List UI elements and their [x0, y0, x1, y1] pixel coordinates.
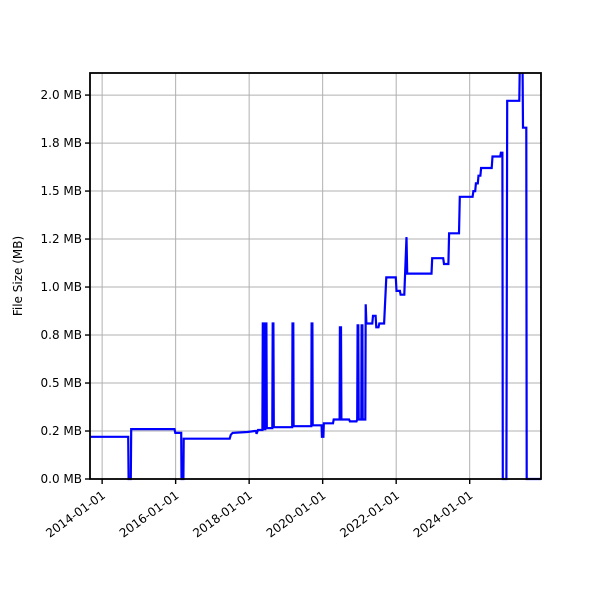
file-size-line — [90, 73, 541, 481]
y-tick-label: 0.5 MB — [41, 376, 82, 390]
grid-lines — [90, 73, 541, 480]
x-tick-labels: 2014-01-01 2016-01-01 2018-01-01 2020-01-01… — [43, 488, 475, 540]
axis-ticks — [85, 94, 471, 484]
x-tick-label: 2022-01-01 — [337, 488, 402, 540]
x-tick-label: 2020-01-01 — [264, 488, 329, 540]
y-tick-label: 0.2 MB — [41, 424, 82, 438]
plot-frame — [89, 72, 542, 480]
y-tick-label: 0.0 MB — [41, 472, 82, 486]
y-tick-label: 1.0 MB — [41, 280, 82, 294]
file-size-series — [90, 73, 541, 481]
axes-spines — [89, 72, 542, 480]
y-tick-label: 2.0 MB — [41, 88, 82, 102]
y-axis-label: File Size (MB) — [11, 236, 25, 316]
y-tick-label: 1.8 MB — [41, 136, 82, 150]
x-tick-label: 2016-01-01 — [117, 488, 182, 540]
y-tick-label: 0.8 MB — [41, 328, 82, 342]
y-tick-label: 1.2 MB — [41, 232, 82, 246]
x-tick-label: 2014-01-01 — [43, 488, 108, 540]
y-tick-labels: 0.0 MB 0.2 MB 0.5 MB 0.8 MB 1.0 MB 1.2 MB 1.5 … — [41, 88, 82, 486]
x-tick-label: 2024-01-01 — [411, 488, 476, 540]
x-tick-label: 2018-01-01 — [190, 488, 255, 540]
y-tick-label: 1.5 MB — [41, 184, 82, 198]
